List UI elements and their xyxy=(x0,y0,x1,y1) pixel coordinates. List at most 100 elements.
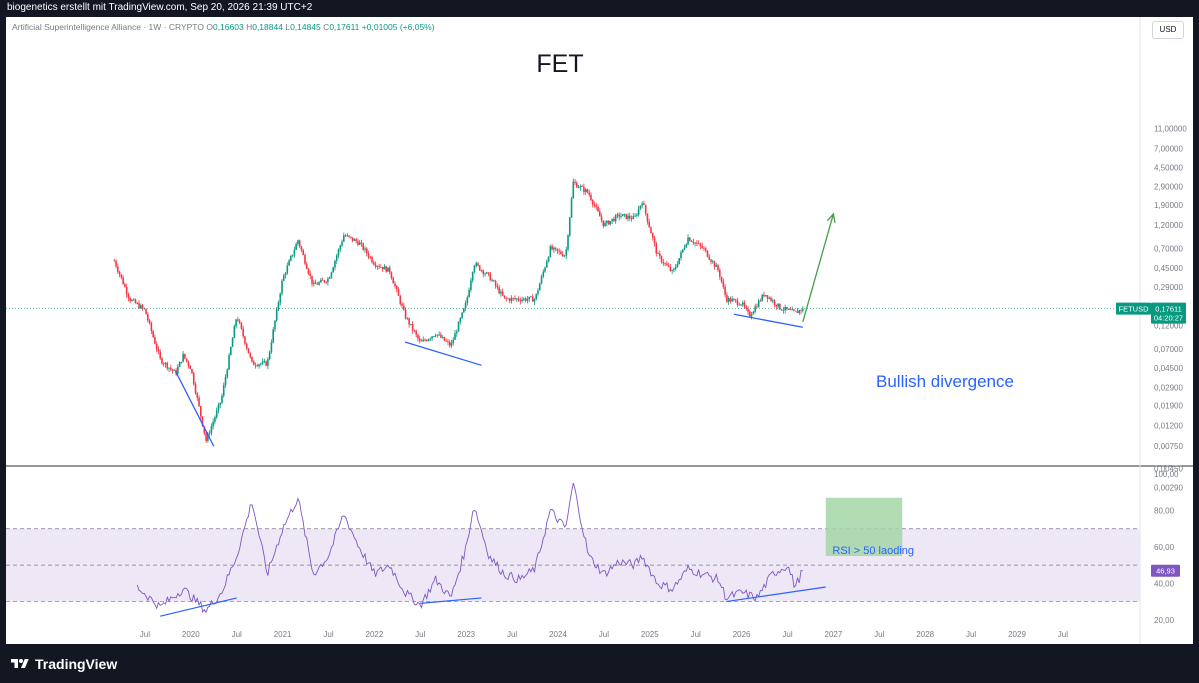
candle-body xyxy=(563,255,566,257)
candle-body xyxy=(272,329,274,343)
candle-body xyxy=(618,214,620,217)
currency-button[interactable]: USD xyxy=(1152,21,1184,39)
candle-body xyxy=(440,334,442,338)
candle-body xyxy=(274,320,276,330)
candle-body xyxy=(715,265,718,267)
candle-body xyxy=(139,305,142,309)
low-value: 0,14845 xyxy=(290,22,321,32)
candle-body xyxy=(789,309,792,310)
candle-body xyxy=(554,247,557,249)
price-tick-label: 0,07000 xyxy=(1154,345,1183,354)
candle-body xyxy=(242,328,244,337)
candle-body xyxy=(727,298,730,302)
divergence-line-2022 xyxy=(404,341,482,366)
candle-body xyxy=(215,410,218,418)
tradingview-logo[interactable]: TradingView xyxy=(9,656,117,672)
candle-body xyxy=(388,267,391,273)
candle-body xyxy=(238,320,241,323)
candle-body xyxy=(729,298,732,302)
candle-body xyxy=(367,253,370,258)
price-tick-label: 11,00000 xyxy=(1154,125,1187,134)
candle-body xyxy=(627,215,629,219)
candle-body xyxy=(604,222,606,227)
candle-body xyxy=(669,266,672,271)
candle-body xyxy=(470,280,472,290)
candle-body xyxy=(538,283,541,291)
candle-body xyxy=(348,235,350,237)
candle-body xyxy=(701,245,703,248)
candle-body xyxy=(516,298,518,300)
chart-canvas[interactable]: 11,00000 7,00000 4,50000 2,90000 1,90000 1,20… xyxy=(6,17,1193,644)
candle-body xyxy=(219,402,222,405)
candle-body xyxy=(448,341,451,346)
candle-body xyxy=(517,298,520,301)
candle-body xyxy=(404,309,407,319)
price-tick-label: 0,70000 xyxy=(1154,245,1183,254)
candle-body xyxy=(546,261,548,268)
candle-body xyxy=(720,276,723,282)
candle-body xyxy=(496,285,499,288)
candle-body xyxy=(763,294,765,297)
candle-body xyxy=(390,272,393,279)
candle-body xyxy=(159,351,161,359)
candle-body xyxy=(164,362,167,365)
candle-body xyxy=(201,416,204,427)
projection-arrow-head xyxy=(826,212,836,223)
candle-body xyxy=(478,265,481,271)
candle-body xyxy=(252,361,255,366)
candle-body xyxy=(120,274,123,278)
candle-body xyxy=(309,273,312,276)
candle-body xyxy=(685,244,688,248)
candle-body xyxy=(418,338,421,341)
candle-body xyxy=(687,237,689,245)
candle-body xyxy=(235,319,237,327)
candle-body xyxy=(791,309,794,311)
candle-body xyxy=(429,338,432,340)
symbol-name: Artificial Superintelligence Alliance · … xyxy=(12,22,204,32)
candle-body xyxy=(392,278,395,284)
candle-body xyxy=(606,220,608,223)
price-tick-label: 1,90000 xyxy=(1154,201,1183,210)
candle-body xyxy=(403,305,405,310)
candle-body xyxy=(212,421,214,427)
candle-body xyxy=(637,208,640,215)
candle-body xyxy=(782,310,785,311)
candle-body xyxy=(777,303,779,307)
candle-body xyxy=(192,373,195,385)
candle-body xyxy=(249,353,252,357)
price-tick-label: 0,01900 xyxy=(1154,402,1183,411)
rsi-tick-label: 60,00 xyxy=(1154,543,1175,552)
candle-body xyxy=(132,299,135,301)
candle-body xyxy=(547,256,550,262)
candle-body xyxy=(433,336,435,337)
candle-body xyxy=(459,318,462,323)
candle-body xyxy=(583,186,585,192)
time-tick-label: Jul xyxy=(599,630,609,639)
candle-body xyxy=(674,266,677,269)
candle-body xyxy=(417,334,419,339)
candle-body xyxy=(655,243,658,254)
candle-body xyxy=(233,326,236,339)
candle-body xyxy=(256,365,259,367)
candle-body xyxy=(454,333,456,340)
candle-body xyxy=(494,281,497,286)
candle-body xyxy=(166,362,169,369)
candle-body xyxy=(275,309,278,321)
candle-body xyxy=(579,186,582,188)
candle-body xyxy=(771,300,774,302)
candle-body xyxy=(136,303,139,304)
candle-body xyxy=(270,342,273,352)
candle-body xyxy=(696,242,698,244)
time-tick-label: Jul xyxy=(966,630,976,639)
candle-body xyxy=(311,275,313,284)
candle-body xyxy=(450,342,453,346)
candle-body xyxy=(741,302,744,305)
candle-body xyxy=(161,358,163,364)
candle-body xyxy=(766,295,769,299)
candle-body xyxy=(302,250,304,255)
candle-body xyxy=(127,294,130,299)
candle-body xyxy=(595,205,598,207)
candle-body xyxy=(620,216,622,217)
candle-body xyxy=(297,240,299,244)
candle-body xyxy=(415,331,417,335)
